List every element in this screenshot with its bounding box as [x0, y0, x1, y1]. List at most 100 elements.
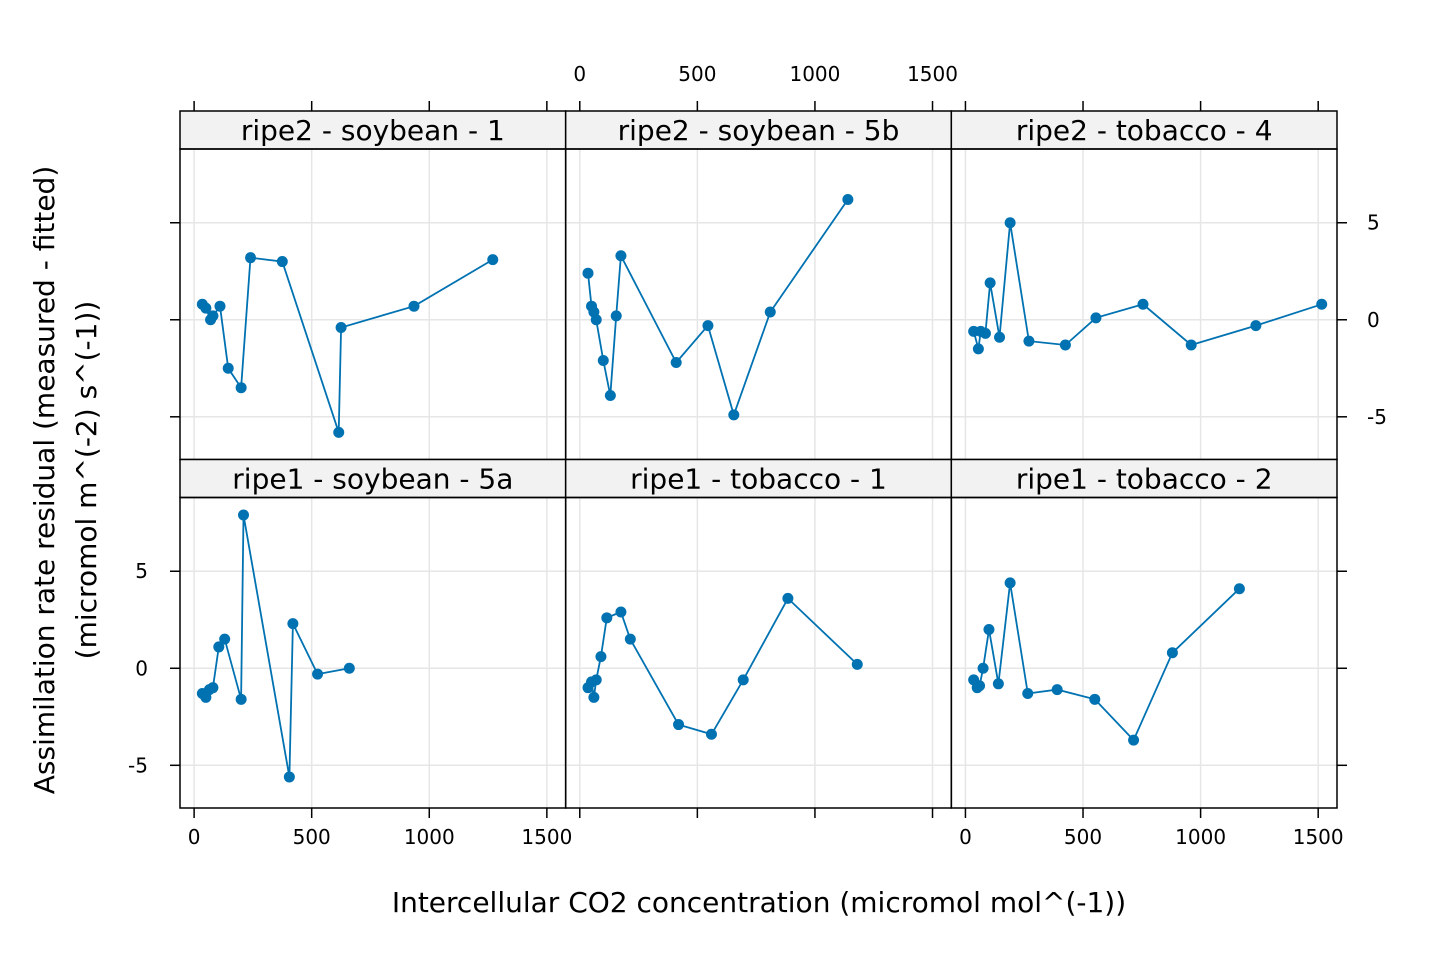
data-point — [1051, 684, 1063, 696]
y-axis-title-line2: (micromol m^(-2) s^(-1)) — [70, 301, 103, 660]
data-point — [992, 678, 1004, 690]
panel: ripe2 - soybean - 5b 0 500 1000 1500 — [564, 62, 958, 461]
data-point — [214, 300, 226, 312]
data-point — [1059, 339, 1071, 351]
y-tick-label: 0 — [1367, 308, 1380, 332]
series-line — [587, 596, 858, 736]
panel-strip-label: ripe2 - soybean - 5b — [618, 114, 900, 147]
data-point — [207, 682, 219, 694]
data-point — [213, 641, 225, 653]
data-point — [977, 662, 989, 674]
panel: ripe1 - soybean - 5a 0 500 1000 1500 -5 0 5 — [128, 458, 572, 849]
data-point — [1090, 312, 1102, 324]
x-tick-label: 0 — [959, 825, 972, 849]
y-axis-title-line1: Assimilation rate residual (measured - f… — [28, 166, 61, 795]
data-point — [983, 623, 995, 635]
data-point — [670, 356, 682, 368]
data-point — [1023, 335, 1035, 347]
series-line — [972, 582, 1241, 742]
panel: ripe1 - tobacco - 1 — [564, 458, 953, 818]
data-point — [601, 612, 613, 624]
panel-strip — [179, 458, 567, 499]
data-point — [235, 382, 247, 394]
y-tick-label: -5 — [128, 753, 148, 777]
data-point — [1185, 339, 1197, 351]
data-point — [487, 254, 499, 266]
panel-strip-label: ripe1 - tobacco - 2 — [1016, 463, 1273, 496]
data-point — [728, 409, 740, 421]
panel-strip — [950, 110, 1338, 150]
panel: ripe1 - tobacco - 2 0 500 1000 1500 — [950, 458, 1347, 849]
x-tick-label: 1500 — [1293, 825, 1344, 849]
y-tick-label: -5 — [1367, 405, 1387, 429]
data-point — [335, 322, 347, 334]
data-point — [590, 674, 602, 686]
panel-strip-label: ripe1 - soybean - 5a — [232, 463, 513, 496]
data-point — [1004, 577, 1016, 589]
data-point — [604, 389, 616, 401]
data-point — [702, 320, 714, 332]
panel-strip-label: ripe2 - tobacco - 4 — [1016, 114, 1273, 147]
data-point — [1137, 298, 1149, 310]
data-point — [624, 633, 636, 645]
x-tick-label: 1500 — [907, 62, 958, 86]
data-point — [782, 592, 794, 604]
x-tick-label: 0 — [573, 62, 586, 86]
panel: ripe2 - soybean - 1 — [170, 101, 567, 461]
panel-frame — [179, 148, 567, 461]
x-tick-label: 1000 — [404, 825, 455, 849]
data-point — [245, 252, 257, 264]
data-point — [974, 680, 986, 692]
series-line — [972, 222, 1322, 350]
data-point — [1004, 217, 1016, 229]
data-point — [1316, 298, 1328, 310]
y-tick-label: 0 — [135, 656, 148, 680]
data-point — [1233, 583, 1245, 595]
panel-strip — [564, 110, 953, 150]
data-point — [207, 310, 219, 322]
data-point — [276, 256, 288, 268]
data-point — [597, 355, 609, 367]
data-point — [737, 674, 749, 686]
data-point — [842, 193, 854, 205]
data-point — [222, 362, 234, 374]
data-point — [1166, 647, 1178, 659]
data-point — [237, 509, 249, 521]
series-line — [201, 256, 494, 433]
x-tick-label: 1000 — [1175, 825, 1226, 849]
x-tick-label: 0 — [188, 825, 201, 849]
panel-frame — [950, 496, 1338, 809]
data-point — [595, 651, 607, 663]
data-point — [408, 300, 420, 312]
data-point — [283, 771, 295, 783]
data-point — [851, 658, 863, 670]
data-point — [705, 728, 717, 740]
data-point — [590, 314, 602, 326]
x-axis-title: Intercellular CO2 concentration (micromo… — [392, 886, 1126, 919]
panels-layer: ripe2 - soybean - 1 ripe2 - soybean - 5b 0… — [128, 62, 1387, 849]
data-point — [994, 331, 1006, 343]
data-point — [972, 343, 984, 355]
x-tick-label: 1000 — [789, 62, 840, 86]
data-point — [673, 719, 685, 731]
x-tick-label: 1500 — [521, 825, 572, 849]
data-point — [343, 662, 355, 674]
data-point — [1128, 734, 1140, 746]
panel-strip-label: ripe1 - tobacco - 1 — [630, 463, 887, 496]
data-point — [312, 668, 324, 680]
panel-strip-label: ripe2 - soybean - 1 — [241, 114, 505, 147]
data-point — [984, 277, 996, 289]
data-point — [333, 426, 345, 438]
data-point — [219, 633, 231, 645]
data-point — [1089, 693, 1101, 705]
x-tick-label: 500 — [1064, 825, 1102, 849]
y-tick-label: 5 — [1367, 211, 1380, 235]
series-line — [587, 198, 849, 418]
panel-strip — [950, 458, 1338, 499]
data-point — [287, 618, 299, 630]
x-tick-label: 500 — [678, 62, 716, 86]
data-point — [615, 250, 627, 262]
data-point — [1250, 320, 1262, 332]
data-point — [979, 327, 991, 339]
